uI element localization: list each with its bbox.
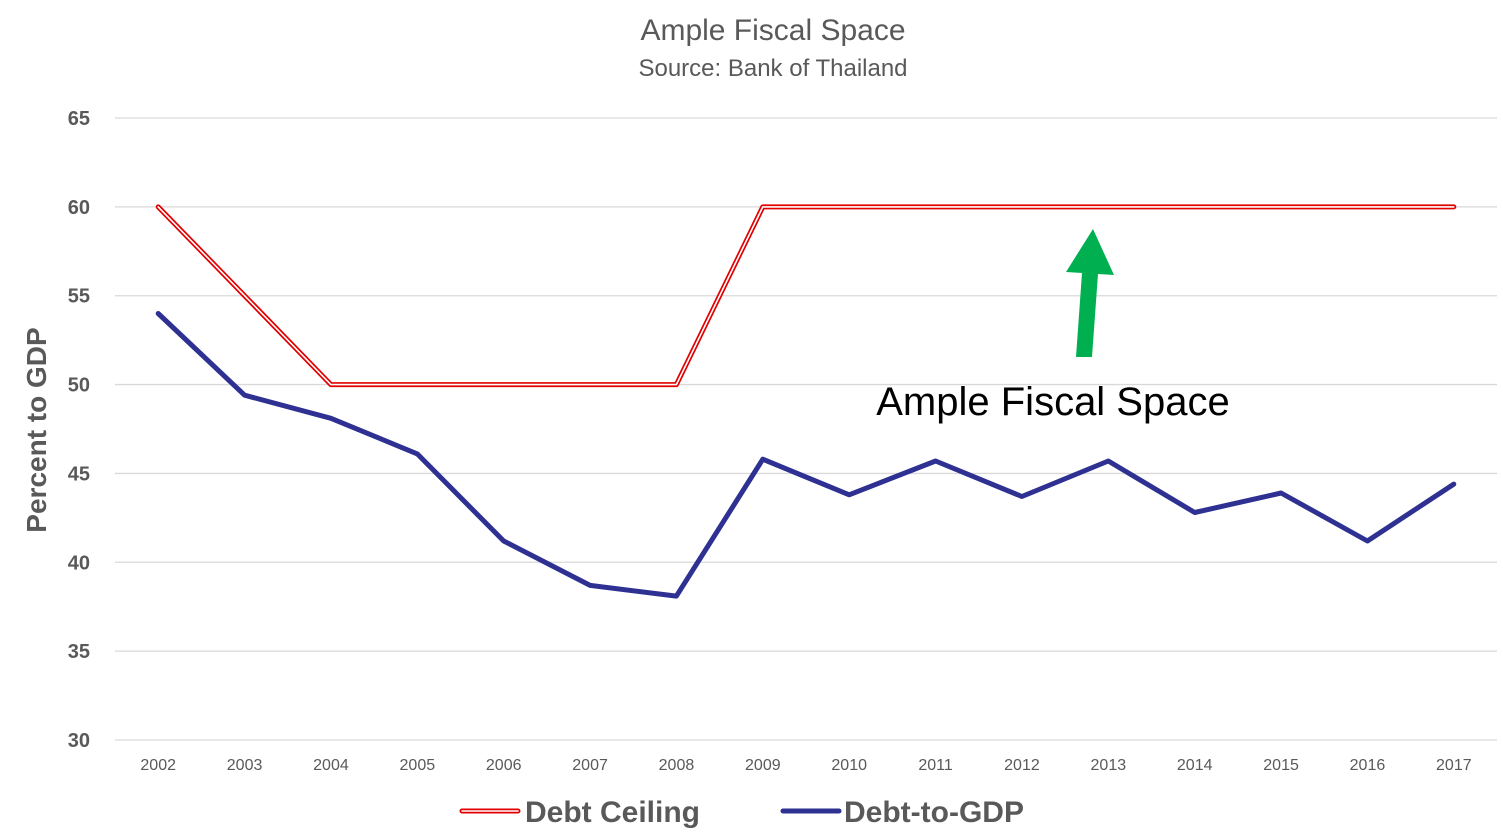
legend-label: Debt Ceiling bbox=[525, 796, 700, 829]
y-tick-label: 65 bbox=[68, 108, 90, 130]
x-tick-label: 2014 bbox=[1177, 757, 1213, 774]
x-tick-label: 2012 bbox=[1004, 757, 1040, 774]
y-tick-label: 30 bbox=[68, 730, 90, 752]
x-tick-label: 2002 bbox=[140, 757, 176, 774]
y-tick-label: 45 bbox=[68, 463, 90, 485]
y-tick-label: 55 bbox=[68, 286, 90, 308]
series-line-debt-ceiling-inner bbox=[157, 206, 1455, 386]
y-tick-label: 35 bbox=[68, 641, 90, 663]
x-tick-label: 2005 bbox=[400, 757, 436, 774]
x-tick-label: 2004 bbox=[313, 757, 349, 774]
green-arrow-icon bbox=[1066, 229, 1114, 357]
x-tick-label: 2013 bbox=[1091, 757, 1127, 774]
annotation: Ample Fiscal Space bbox=[876, 229, 1230, 424]
gridlines bbox=[115, 117, 1497, 741]
series-line-debt-to-gdp bbox=[155, 311, 1457, 599]
y-tick-label: 50 bbox=[68, 375, 90, 397]
chart-title: Ample Fiscal Space bbox=[640, 14, 905, 47]
y-axis-label: Percent to GDP bbox=[21, 327, 52, 532]
y-tick-label: 60 bbox=[68, 197, 90, 219]
series-lines bbox=[155, 204, 1457, 599]
x-tick-labels: 2002 2003 2004 2005 2006 2007 2008 2009 2010 2011… bbox=[140, 757, 1471, 774]
x-tick-label: 2003 bbox=[227, 757, 263, 774]
x-tick-label: 2010 bbox=[831, 757, 867, 774]
x-tick-label: 2009 bbox=[745, 757, 781, 774]
x-tick-label: 2016 bbox=[1350, 757, 1386, 774]
x-tick-label: 2007 bbox=[572, 757, 608, 774]
x-tick-label: 2017 bbox=[1436, 757, 1472, 774]
x-tick-label: 2015 bbox=[1263, 757, 1299, 774]
legend: Debt Ceiling Debt-to-GDP bbox=[459, 796, 1024, 829]
annotation-text: Ample Fiscal Space bbox=[876, 380, 1229, 424]
x-tick-label: 2011 bbox=[918, 757, 953, 774]
y-tick-labels: 30 35 40 45 50 55 60 65 bbox=[68, 108, 90, 752]
x-tick-label: 2006 bbox=[486, 757, 522, 774]
chart-subtitle: Source: Bank of Thailand bbox=[638, 55, 907, 82]
x-tick-label: 2008 bbox=[659, 757, 695, 774]
legend-label: Debt-to-GDP bbox=[844, 796, 1024, 829]
y-tick-label: 40 bbox=[68, 552, 90, 574]
